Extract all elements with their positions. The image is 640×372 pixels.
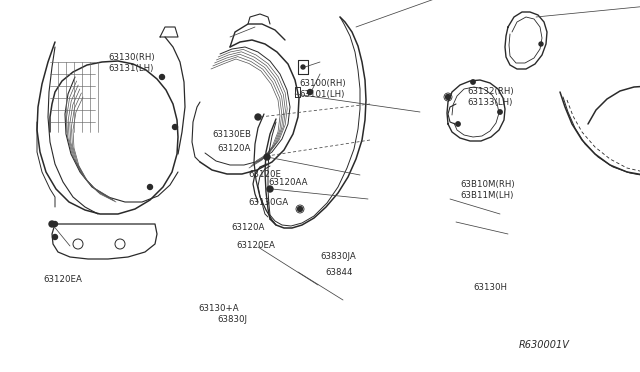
Text: 63830J: 63830J <box>218 315 248 324</box>
Circle shape <box>298 206 303 212</box>
Circle shape <box>147 185 152 189</box>
Text: 63120A: 63120A <box>232 223 265 232</box>
Circle shape <box>471 80 475 84</box>
Text: 63120EA: 63120EA <box>44 275 83 284</box>
Text: 63132(RH)
63133(LH): 63132(RH) 63133(LH) <box>467 87 514 107</box>
Text: 63B10M(RH)
63B11M(LH): 63B10M(RH) 63B11M(LH) <box>461 180 515 200</box>
Text: 63120EA: 63120EA <box>237 241 276 250</box>
Circle shape <box>264 154 270 160</box>
Circle shape <box>173 125 177 129</box>
Text: 63130GA: 63130GA <box>248 198 289 207</box>
Circle shape <box>539 42 543 46</box>
Text: 63130EB: 63130EB <box>212 130 252 139</box>
Circle shape <box>301 65 305 69</box>
Text: 63130+A: 63130+A <box>198 304 239 312</box>
Text: 63844: 63844 <box>325 268 353 277</box>
Text: R630001V: R630001V <box>518 340 569 350</box>
Circle shape <box>49 221 55 227</box>
Text: 63830JA: 63830JA <box>320 252 356 261</box>
Text: 63100(RH)
63101(LH): 63100(RH) 63101(LH) <box>300 79 346 99</box>
Text: 63130H: 63130H <box>474 283 508 292</box>
Circle shape <box>445 94 451 99</box>
Text: 63120A: 63120A <box>218 144 251 153</box>
Circle shape <box>498 110 502 114</box>
Circle shape <box>52 234 58 240</box>
Circle shape <box>159 74 164 80</box>
Circle shape <box>52 221 58 227</box>
Circle shape <box>307 90 312 94</box>
Text: 63120E: 63120E <box>248 170 282 179</box>
Circle shape <box>255 114 261 120</box>
Text: 63130(RH)
63131(LH): 63130(RH) 63131(LH) <box>109 53 156 73</box>
Circle shape <box>267 186 273 192</box>
Text: 63120AA: 63120AA <box>269 178 308 187</box>
Circle shape <box>456 122 460 126</box>
